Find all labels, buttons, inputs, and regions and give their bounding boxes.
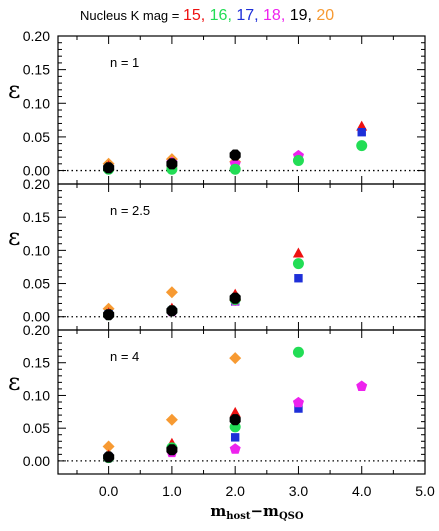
y-tick-label: 0.05 xyxy=(23,129,50,145)
y-tick-label: 0.00 xyxy=(23,309,50,325)
y-axis-label: ε xyxy=(8,76,20,104)
panel-label: n = 1 xyxy=(110,55,139,70)
legend-mag-17: 17 xyxy=(236,7,254,24)
legend-mag-18: 18 xyxy=(263,7,281,24)
x-tick-label: 5.0 xyxy=(415,483,435,499)
y-tick-label: 0.15 xyxy=(23,62,50,78)
y-tick-label: 0.20 xyxy=(23,176,50,192)
y-axis-label: ε xyxy=(8,223,20,251)
y-tick-label: 0.20 xyxy=(23,322,50,338)
x-tick-label: 1.0 xyxy=(162,483,182,499)
panel-label: n = 4 xyxy=(110,349,139,364)
marker-mag-17 xyxy=(294,274,303,283)
y-tick-label: 0.15 xyxy=(23,355,50,371)
panel-3: 0.00 0.05 0.10 0.15 0.20 ε n = 4 xyxy=(8,322,426,475)
y-tick-label: 0.20 xyxy=(23,28,50,44)
y-tick-label: 0.05 xyxy=(23,276,50,292)
marker-mag-19 xyxy=(103,451,115,463)
legend-separator: , xyxy=(254,7,263,24)
marker-mag-20 xyxy=(229,352,242,365)
marker-mag-19 xyxy=(103,162,115,174)
marker-mag-19 xyxy=(166,305,178,317)
marker-mag-18 xyxy=(229,443,241,454)
x-axis-label: mhost−mQSO xyxy=(210,502,303,522)
marker-mag-16 xyxy=(356,140,368,152)
marker-mag-19 xyxy=(229,414,241,426)
x-axis-label-sub-host: host xyxy=(226,511,251,522)
legend-mag-16: 16 xyxy=(210,7,228,24)
legend-separator: , xyxy=(308,7,317,24)
marker-mag-16 xyxy=(292,258,304,270)
legend-separator: , xyxy=(201,7,210,24)
marker-mag-19 xyxy=(229,149,241,161)
legend-separator: , xyxy=(281,7,290,24)
marker-mag-18 xyxy=(292,396,304,408)
marker-mag-16 xyxy=(229,163,241,175)
panel-1: 0.00 0.05 0.10 0.15 0.20 ε n = 1 xyxy=(8,28,426,185)
legend-separator: , xyxy=(227,7,236,24)
legend: Nucleus K mag = 15, 16, 17, 18, 19, 20 xyxy=(80,7,334,24)
marker-mag-18 xyxy=(356,380,368,391)
marker-mag-19 xyxy=(166,158,178,170)
x-tick-label: 4.0 xyxy=(352,483,372,499)
panel-2: 0.00 0.05 0.10 0.15 0.20 ε n = 2.5 xyxy=(8,176,426,331)
x-axis-label-sub-qso: QSO xyxy=(279,511,304,522)
marker-mag-20 xyxy=(102,440,115,453)
marker-mag-17 xyxy=(294,404,303,413)
marker-mag-19 xyxy=(166,444,178,456)
x-tick-label: 3.0 xyxy=(289,483,309,499)
marker-mag-20 xyxy=(165,413,178,426)
y-tick-label: 0.00 xyxy=(23,453,50,469)
panel-label: n = 2.5 xyxy=(110,203,150,218)
marker-mag-15 xyxy=(292,247,304,258)
legend-mag-20: 20 xyxy=(316,7,334,24)
marker-mag-16 xyxy=(292,346,304,358)
marker-mag-17 xyxy=(230,433,240,442)
y-axis-label: ε xyxy=(8,368,20,396)
y-tick-label: 0.05 xyxy=(23,420,50,436)
y-tick-label: 0.10 xyxy=(23,387,50,403)
marker-mag-16 xyxy=(292,154,304,166)
marker-mag-20 xyxy=(165,286,178,299)
marker-mag-17 xyxy=(357,128,366,137)
x-axis-label-m: m xyxy=(210,502,226,520)
x-tick-label: 0.0 xyxy=(99,483,119,499)
marker-mag-19 xyxy=(229,292,241,304)
y-tick-label: 0.10 xyxy=(23,95,50,111)
x-tick-label: 2.0 xyxy=(225,483,245,499)
x-axis: 0.0 1.0 2.0 3.0 4.0 5.0 xyxy=(99,483,435,499)
y-tick-label: 0.10 xyxy=(23,242,50,258)
marker-mag-19 xyxy=(103,309,115,321)
x-axis-label-minus-m: −m xyxy=(250,502,279,520)
legend-text: Nucleus K mag = 15, 16, 17, 18, 19, 20 xyxy=(80,7,334,24)
legend-mag-19: 19 xyxy=(290,7,308,24)
y-tick-label: 0.00 xyxy=(23,163,50,179)
legend-mag-15: 15 xyxy=(183,7,201,24)
y-tick-label: 0.15 xyxy=(23,209,50,225)
legend-prefix: Nucleus K mag = xyxy=(80,8,183,23)
marker-mag-15 xyxy=(229,406,241,417)
